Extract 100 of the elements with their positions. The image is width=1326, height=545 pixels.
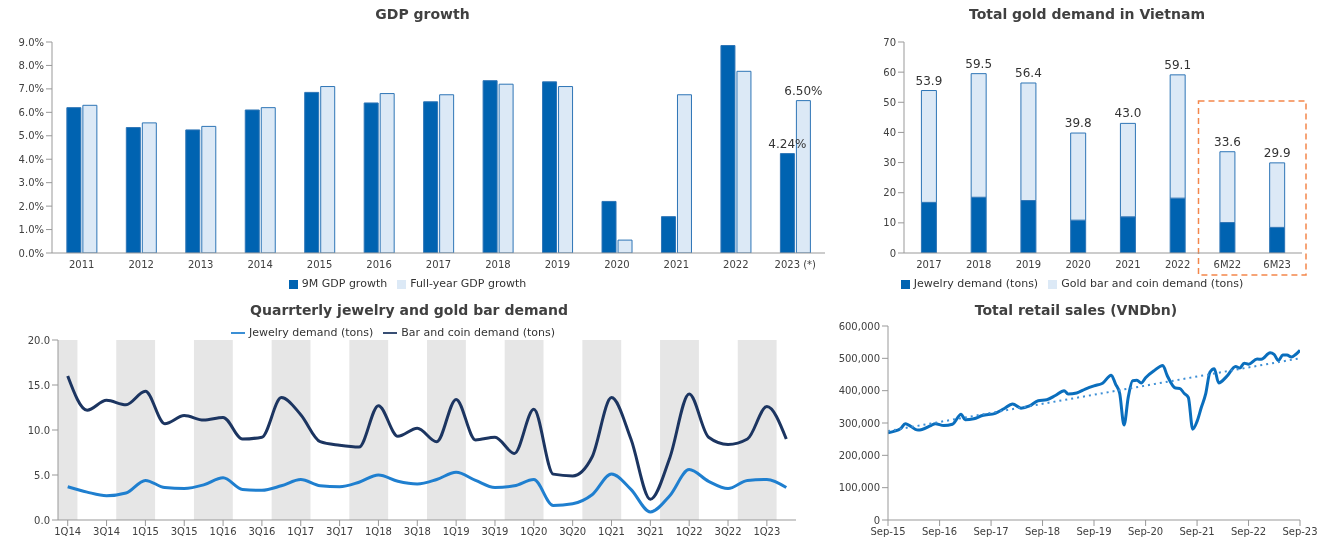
y-tick-label: 5.0% [18, 130, 44, 142]
y-tick-label: 2.0% [18, 200, 44, 212]
total-label: 59.5 [965, 56, 993, 71]
chart-title: Total retail sales (VNDbn) [973, 301, 1179, 320]
y-tick-label: 20 [883, 187, 896, 199]
chart-title: Quarrterly jewelry and gold bar demand [249, 301, 569, 320]
y-tick-label: 9.0% [18, 36, 44, 48]
chart-title: GDP growth [374, 5, 471, 24]
data-label: 6.50% [784, 83, 823, 98]
x-tick-label: 2021 [663, 259, 690, 271]
x-tick-label: 2019 [1015, 259, 1042, 271]
y-tick-label: 60 [883, 66, 896, 78]
x-tick-label: 1Q15 [131, 526, 159, 538]
y-tick-label: 6.0% [18, 106, 44, 118]
y-tick-label: 70 [883, 36, 896, 48]
x-tick-label: 1Q20 [520, 526, 548, 538]
y-tick-label: 400,000 [838, 385, 880, 397]
x-tick-label: 2011 [69, 259, 95, 271]
line-series [66, 468, 788, 514]
total-label: 59.1 [1164, 57, 1192, 72]
x-tick-label: 3Q16 [248, 526, 276, 538]
x-tick-label: 1Q19 [442, 526, 470, 538]
y-tick-label: 10 [883, 217, 896, 229]
x-tick-label: 1Q22 [675, 526, 703, 538]
x-tick-label: 2022 [723, 259, 749, 271]
x-tick-label: Sep-19 [1076, 526, 1112, 538]
y-tick-label: 50 [883, 96, 896, 108]
x-tick-label: 1Q23 [753, 526, 781, 538]
x-tick-label: 3Q22 [714, 526, 742, 538]
x-tick-label: 2013 [187, 259, 214, 271]
total-label: 29.9 [1263, 145, 1291, 160]
x-tick-label: 1Q14 [54, 526, 82, 538]
x-tick-label: 6M23 [1263, 259, 1291, 271]
x-tick-label: 6M22 [1213, 259, 1242, 271]
x-tick-label: 1Q17 [287, 526, 315, 538]
y-tick-label: 300,000 [838, 417, 880, 429]
x-tick-label: 1Q18 [364, 526, 392, 538]
x-tick-label: 2023 (*) [774, 259, 817, 271]
y-tick-label: 0 [889, 247, 896, 259]
y-tick-label: 10.0 [27, 424, 50, 436]
x-tick-label: 2018 [965, 259, 992, 271]
total-label: 33.6 [1214, 134, 1241, 149]
x-tick-label: 3Q17 [326, 526, 354, 538]
total-label: 53.9 [915, 73, 943, 88]
x-tick-label: 3Q15 [170, 526, 198, 538]
x-tick-label: 1Q21 [598, 526, 625, 538]
x-tick-label: 1Q16 [209, 526, 237, 538]
x-tick-label: Sep-23 [1282, 526, 1318, 538]
x-tick-label: 2019 [544, 259, 571, 271]
y-tick-label: 8.0% [18, 59, 44, 71]
x-tick-label: 2021 [1115, 259, 1141, 271]
legend-label: 9M GDP growth [301, 277, 388, 290]
line-series [66, 374, 788, 501]
y-tick-label: 0 [873, 514, 880, 526]
legend-label: Jewelry demand (tons) [248, 326, 374, 339]
x-tick-label: 2017 [916, 259, 942, 271]
x-tick-label: 2018 [485, 259, 511, 271]
x-tick-label: 3Q19 [481, 526, 509, 538]
y-tick-label: 1.0% [18, 224, 44, 236]
total-label: 39.8 [1064, 116, 1092, 131]
legend-label: Gold bar and coin demand (tons) [1061, 277, 1244, 290]
x-tick-label: 2020 [1065, 259, 1091, 271]
x-tick-label: 2015 [306, 259, 333, 271]
y-tick-label: 30 [883, 157, 896, 169]
y-tick-label: 7.0% [18, 83, 44, 95]
y-tick-label: 3.0% [18, 177, 44, 189]
x-tick-label: 3Q20 [559, 526, 587, 538]
y-tick-label: 20.0 [27, 334, 50, 346]
legend-label: Full-year GDP growth [410, 277, 527, 290]
x-tick-label: 3Q21 [636, 526, 664, 538]
x-tick-label: 2014 [247, 259, 273, 271]
y-tick-label: 500,000 [838, 352, 880, 364]
x-tick-label: 3Q18 [403, 526, 431, 538]
x-tick-label: Sep-17 [973, 526, 1009, 538]
x-tick-label: Sep-16 [922, 526, 958, 538]
y-tick-label: 200,000 [838, 449, 880, 461]
x-tick-label: Sep-22 [1230, 526, 1267, 538]
x-tick-label: 2022 [1164, 259, 1191, 271]
x-tick-label: Sep-15 [870, 526, 906, 538]
chart-title: Total gold demand in Vietnam [967, 5, 1207, 24]
y-tick-label: 4.0% [18, 153, 44, 165]
y-tick-label: 600,000 [838, 320, 880, 332]
x-tick-label: 2016 [366, 259, 392, 271]
x-tick-label: 3Q14 [93, 526, 121, 538]
y-tick-label: 15.0 [27, 379, 50, 391]
y-tick-label: 5.0 [34, 469, 50, 481]
x-tick-label: Sep-21 [1179, 526, 1215, 538]
x-tick-label: 2012 [128, 259, 154, 271]
y-tick-label: 0.0 [34, 514, 50, 526]
legend-label: Bar and coin demand (tons) [401, 326, 556, 339]
x-tick-label: Sep-18 [1024, 526, 1061, 538]
y-tick-label: 100,000 [838, 482, 880, 494]
x-tick-label: 2020 [604, 259, 630, 271]
total-label: 56.4 [1015, 65, 1042, 80]
y-tick-label: 40 [883, 126, 896, 138]
legend-label: Jewelry demand (tons) [913, 277, 1039, 290]
y-tick-label: 0.0% [18, 247, 44, 259]
x-tick-label: 2017 [425, 259, 452, 271]
x-tick-label: Sep-20 [1128, 526, 1164, 538]
total-label: 43.0 [1114, 106, 1142, 121]
